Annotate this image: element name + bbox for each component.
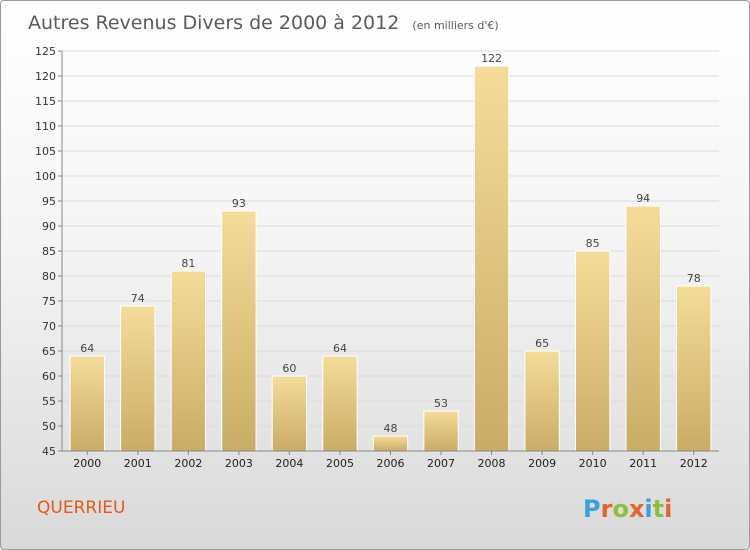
y-tick-label: 110	[35, 120, 56, 133]
y-tick-label: 85	[42, 245, 56, 258]
bar-2010	[574, 250, 611, 452]
data-label: 94	[636, 192, 650, 205]
logo-letter: i	[644, 495, 652, 523]
data-label: 74	[131, 292, 145, 305]
y-tick-label: 120	[35, 70, 56, 83]
y-tick-label: 105	[35, 145, 56, 158]
x-tick-label: 2011	[629, 457, 657, 470]
logo-letter: r	[601, 495, 613, 523]
data-label: 64	[80, 342, 94, 355]
y-tick-label: 90	[42, 220, 56, 233]
x-tick-label: 2012	[680, 457, 708, 470]
logo-letter: t	[653, 495, 664, 523]
bar-2008	[473, 65, 510, 452]
data-label: 48	[384, 422, 398, 435]
x-tick-label: 2006	[377, 457, 405, 470]
bar-2012	[676, 285, 712, 452]
y-tick-label: 115	[35, 95, 56, 108]
x-tick-label: 2001	[124, 457, 152, 470]
bar-2000	[69, 355, 105, 452]
data-label: 78	[687, 272, 701, 285]
data-label: 64	[333, 342, 347, 355]
gridlines	[62, 50, 719, 452]
x-tick-label: 2000	[73, 457, 101, 470]
data-label: 60	[282, 362, 296, 375]
proxiti-logo: Proxiti	[583, 495, 672, 523]
x-tick-label: 2002	[174, 457, 202, 470]
x-tick-label: 2009	[528, 457, 556, 470]
bars	[69, 65, 712, 452]
bar-2009	[524, 350, 560, 452]
bar-2002	[170, 270, 207, 452]
x-axis-ticks: 2000 2001 2002 2003 2004 2005 2006 2007 2008 2009…	[73, 451, 708, 470]
y-tick-label: 125	[35, 45, 56, 58]
y-tick-label: 50	[42, 420, 56, 433]
chart-title: Autres Revenus Divers de 2000 à 2012	[28, 12, 399, 34]
x-tick-label: 2004	[275, 457, 303, 470]
data-label: 53	[434, 397, 448, 410]
x-tick-label: 2003	[225, 457, 253, 470]
y-tick-label: 95	[42, 195, 56, 208]
data-label: 81	[181, 257, 195, 270]
bar-2001	[120, 305, 156, 452]
logo-letter: P	[583, 495, 601, 523]
data-label: 122	[481, 52, 502, 65]
chart-subtitle: (en milliers d'€)	[412, 19, 498, 32]
data-label: 85	[586, 237, 600, 250]
y-tick-label: 55	[42, 395, 56, 408]
x-tick-label: 2008	[478, 457, 506, 470]
bar-2006	[372, 435, 409, 452]
x-tick-label: 2005	[326, 457, 354, 470]
commune-name: QUERRIEU	[37, 498, 125, 518]
y-tick-label: 100	[35, 170, 56, 183]
chart-title-group: Autres Revenus Divers de 2000 à 2012 (en…	[28, 12, 499, 34]
logo-letter: x	[629, 495, 645, 523]
y-tick-label: 80	[42, 270, 56, 283]
y-tick-label: 45	[42, 445, 56, 458]
y-axis-ticks: 45 50 55 60 65 70 75 80 85 90 95 100 105 110 115 120 125	[35, 45, 62, 458]
data-label: 65	[535, 337, 549, 350]
bar-2003	[221, 210, 257, 452]
x-tick-label: 2007	[427, 457, 455, 470]
y-tick-label: 75	[42, 295, 56, 308]
bar-2011	[625, 205, 661, 452]
y-tick-label: 70	[42, 320, 56, 333]
data-label: 93	[232, 197, 246, 210]
bar-2007	[423, 410, 459, 452]
y-tick-label: 60	[42, 370, 56, 383]
logo-letter: i	[664, 495, 672, 523]
bar-2004	[271, 375, 308, 452]
x-tick-label: 2010	[579, 457, 607, 470]
data-labels: 64 74 81 93 60 64 48 53 122 65 85 94 78	[80, 52, 700, 435]
logo-letter: o	[612, 495, 629, 523]
y-tick-label: 65	[42, 345, 56, 358]
bar-2005	[322, 355, 358, 452]
